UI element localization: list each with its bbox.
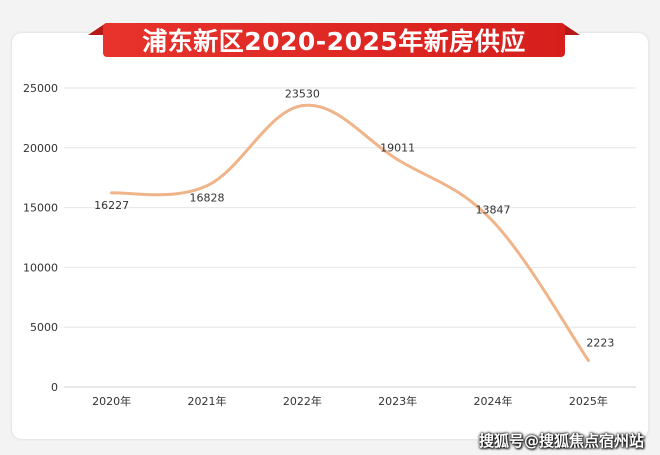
banner-left-tab — [88, 23, 106, 35]
x-tick-label: 2022年 — [283, 394, 322, 408]
x-tick-label: 2025年 — [569, 394, 608, 408]
watermark: 搜狐号@搜狐焦点宿州站 — [478, 432, 644, 450]
y-tick-label: 10000 — [23, 261, 58, 274]
x-tick-label: 2024年 — [474, 394, 513, 408]
y-tick-label: 25000 — [23, 82, 58, 95]
x-axis-ticks: 2020年 2021年 2022年 2023年 2024年 2025年 — [92, 394, 608, 408]
data-label: 16227 — [94, 199, 129, 212]
data-point — [205, 184, 209, 188]
x-tick-label: 2023年 — [378, 394, 417, 408]
data-point — [491, 219, 495, 223]
x-tick-label: 2021年 — [188, 394, 227, 408]
data-point — [110, 191, 114, 195]
y-axis-ticks: 0 5000 10000 15000 20000 25000 — [23, 82, 58, 394]
grid-lines — [64, 87, 636, 388]
data-point — [396, 158, 400, 162]
data-labels: 16227 16828 23530 19011 13847 2223 — [94, 88, 614, 350]
data-label: 23530 — [285, 88, 320, 101]
data-label: 16828 — [190, 192, 225, 205]
data-point — [586, 358, 590, 362]
y-tick-label: 0 — [51, 381, 58, 394]
data-label: 19011 — [380, 142, 415, 155]
y-tick-label: 20000 — [23, 142, 58, 155]
series-line — [110, 103, 590, 362]
chart-card — [12, 33, 648, 439]
x-tick-label: 2020年 — [92, 394, 131, 408]
y-tick-label: 5000 — [30, 321, 58, 334]
y-tick-label: 15000 — [23, 202, 58, 215]
chart-title: 浦东新区2020-2025年新房供应 — [103, 23, 565, 57]
title-banner: 浦东新区2020-2025年新房供应 — [88, 18, 580, 64]
data-label: 13847 — [476, 203, 511, 216]
series-layer — [110, 103, 590, 362]
banner-right-tab — [562, 23, 580, 35]
data-label: 2223 — [586, 336, 614, 349]
data-point — [300, 104, 304, 108]
